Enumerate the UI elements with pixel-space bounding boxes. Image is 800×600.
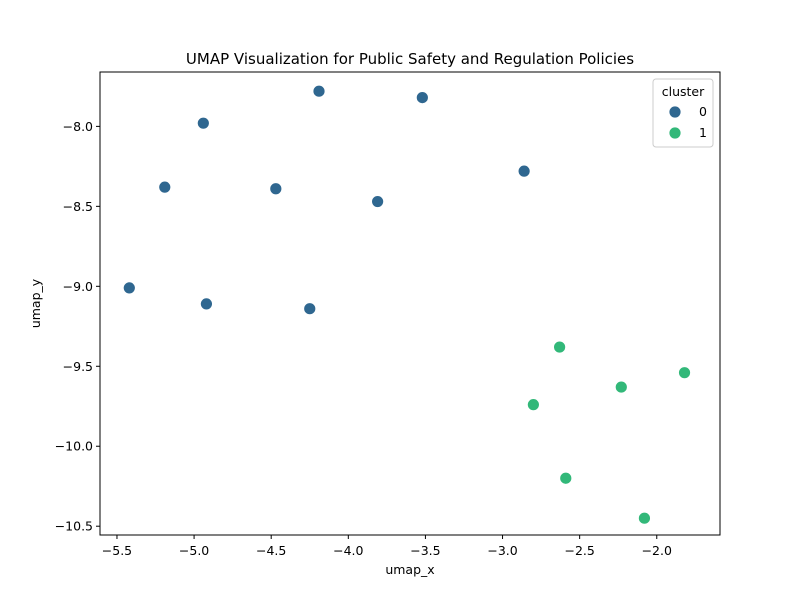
scatter-point-cluster-1 — [638, 511, 651, 525]
scatter-point-cluster-0 — [196, 116, 210, 130]
legend-marker-cluster-0 — [668, 105, 682, 119]
scatter-point-cluster-1 — [553, 340, 567, 354]
y-tick-label: −8.0 — [63, 119, 93, 134]
legend-box — [652, 78, 714, 148]
y-tick-label: −8.5 — [63, 199, 93, 214]
scatter-point-cluster-0 — [200, 297, 213, 311]
y-tick-label: −9.5 — [63, 359, 93, 374]
scatter-point-cluster-0 — [517, 164, 531, 178]
y-tick-label: −10.5 — [55, 519, 93, 534]
x-tick-label: −4.0 — [333, 543, 363, 558]
x-axis-label: umap_x — [385, 562, 434, 577]
x-tick-label: −2.5 — [564, 543, 594, 558]
x-tick-label: −3.5 — [410, 543, 440, 558]
scatter-point-cluster-0 — [158, 180, 172, 194]
legend-title: cluster — [662, 84, 705, 99]
scatter-point-cluster-0 — [269, 182, 283, 196]
legend: cluster 0 1 — [652, 78, 714, 148]
legend-marker-cluster-1 — [668, 126, 682, 140]
scatter-point-cluster-0 — [415, 91, 429, 104]
x-tick-label: −5.5 — [102, 543, 132, 558]
y-axis-ticks: −8.0 −8.5 −9.0 −9.5 −10.0 −10.5 — [55, 119, 100, 534]
scatter-point-cluster-1 — [614, 380, 628, 394]
x-tick-label: −5.0 — [179, 543, 209, 558]
scatter-point-cluster-0 — [303, 302, 317, 316]
data-points — [122, 84, 691, 525]
x-axis-ticks: −5.5 −5.0 −4.5 −4.0 −3.5 −3.0 −2.5 −2.0 — [102, 535, 672, 558]
x-tick-label: −3.0 — [487, 543, 517, 558]
scatter-point-cluster-1 — [678, 366, 691, 380]
scatter-point-cluster-1 — [559, 471, 573, 485]
scatter-point-cluster-0 — [122, 281, 136, 295]
scatter-point-cluster-0 — [312, 84, 326, 98]
y-axis-label: umap_y — [28, 278, 43, 328]
legend-label-cluster-1: 1 — [699, 125, 707, 140]
x-tick-label: −2.0 — [642, 543, 672, 558]
chart-title: UMAP Visualization for Public Safety and… — [186, 50, 634, 68]
scatter-point-cluster-1 — [526, 398, 540, 412]
x-tick-label: −4.5 — [256, 543, 286, 558]
scatter-point-cluster-0 — [371, 195, 385, 208]
plot-frame — [99, 71, 721, 536]
plot-area — [100, 72, 720, 535]
y-tick-label: −10.0 — [55, 439, 93, 454]
legend-label-cluster-0: 0 — [699, 104, 707, 119]
y-tick-label: −9.0 — [63, 279, 93, 294]
